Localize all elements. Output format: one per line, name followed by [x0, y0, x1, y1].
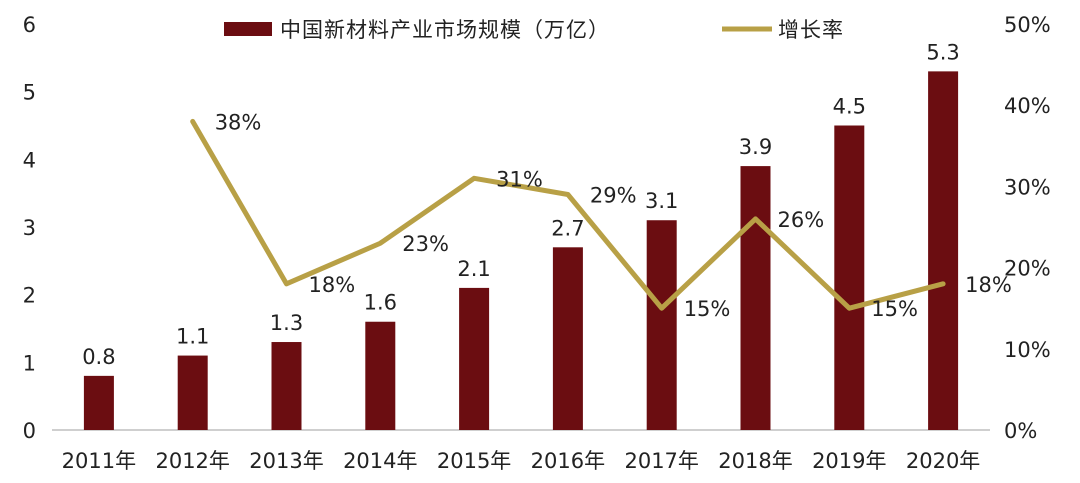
bar-value-label: 5.3 [926, 40, 959, 64]
growth-rate-label: 15% [871, 297, 918, 321]
bar [928, 71, 959, 430]
bar [83, 375, 114, 430]
growth-rate-label: 38% [215, 110, 262, 134]
legend: 中国新材料产业市场规模（万亿） 增长率 [224, 18, 844, 42]
y-left-tick-label: 3 [23, 216, 36, 240]
bar-value-label: 2.7 [551, 216, 584, 240]
bar-value-label: 3.9 [739, 135, 772, 159]
x-tick-label: 2017年 [624, 449, 698, 473]
bar-value-label: 4.5 [833, 95, 866, 119]
x-tick-label: 2019年 [812, 449, 886, 473]
bar-value-label: 1.6 [364, 291, 397, 315]
legend-bar-swatch [224, 22, 272, 36]
bar-value-label: 1.3 [270, 311, 303, 335]
growth-line-series [190, 118, 946, 311]
bar-value-label: 2.1 [457, 257, 490, 281]
growth-rate-label: 26% [778, 208, 825, 232]
bar [365, 321, 396, 430]
growth-rate-label: 23% [402, 232, 449, 256]
data-labels: 0.8 1.1 1.3 1.6 2.1 2.7 3.1 3.9 4.5 5.3 38% 18% 23% 3… [82, 40, 1012, 369]
bar-value-label: 3.1 [645, 189, 678, 213]
y-right-tick-label: 30% [1004, 175, 1051, 199]
y-left-tick-label: 0 [23, 419, 36, 443]
growth-rate-label: 31% [496, 167, 543, 191]
y-right-tick-label: 10% [1004, 338, 1051, 362]
x-tick-label: 2015年 [437, 449, 511, 473]
growth-rate-label: 29% [590, 184, 637, 208]
y-right-tick-label: 50% [1004, 13, 1051, 37]
bar [177, 355, 208, 430]
bar-value-label: 1.1 [176, 325, 209, 349]
y-right-tick-label: 20% [1004, 257, 1051, 281]
bar-value-label: 0.8 [82, 345, 115, 369]
x-tick-label: 2013年 [249, 449, 323, 473]
bar [271, 342, 302, 430]
axes: 0 1 2 3 4 5 6 0% 10% 20% 30% 40% 50% 2011年 2012年 2013年 2… [23, 13, 1051, 473]
growth-line [190, 118, 946, 311]
x-tick-label: 2011年 [62, 449, 136, 473]
y-right-tick-label: 0% [1004, 419, 1037, 443]
growth-rate-label: 18% [309, 273, 356, 297]
legend-line-label: 增长率 [778, 18, 844, 42]
y-left-tick-label: 6 [23, 13, 36, 37]
y-left-tick-label: 1 [23, 351, 36, 375]
y-left-tick-label: 5 [23, 81, 36, 105]
x-tick-label: 2018年 [718, 449, 792, 473]
growth-rate-label: 18% [965, 273, 1012, 297]
y-left-tick-label: 4 [23, 148, 36, 172]
bar [552, 247, 583, 430]
x-tick-label: 2016年 [531, 449, 605, 473]
bar [834, 125, 865, 430]
y-left-tick-label: 2 [23, 284, 36, 308]
x-tick-label: 2014年 [343, 449, 417, 473]
x-tick-label: 2012年 [155, 449, 229, 473]
bar [646, 220, 677, 430]
bar [459, 287, 490, 430]
growth-rate-label: 15% [684, 297, 731, 321]
bar [740, 166, 771, 430]
legend-bar-label: 中国新材料产业市场规模（万亿） [280, 18, 610, 42]
x-tick-label: 2020年 [906, 449, 980, 473]
bar-series [83, 71, 959, 430]
y-right-tick-label: 40% [1004, 94, 1051, 118]
